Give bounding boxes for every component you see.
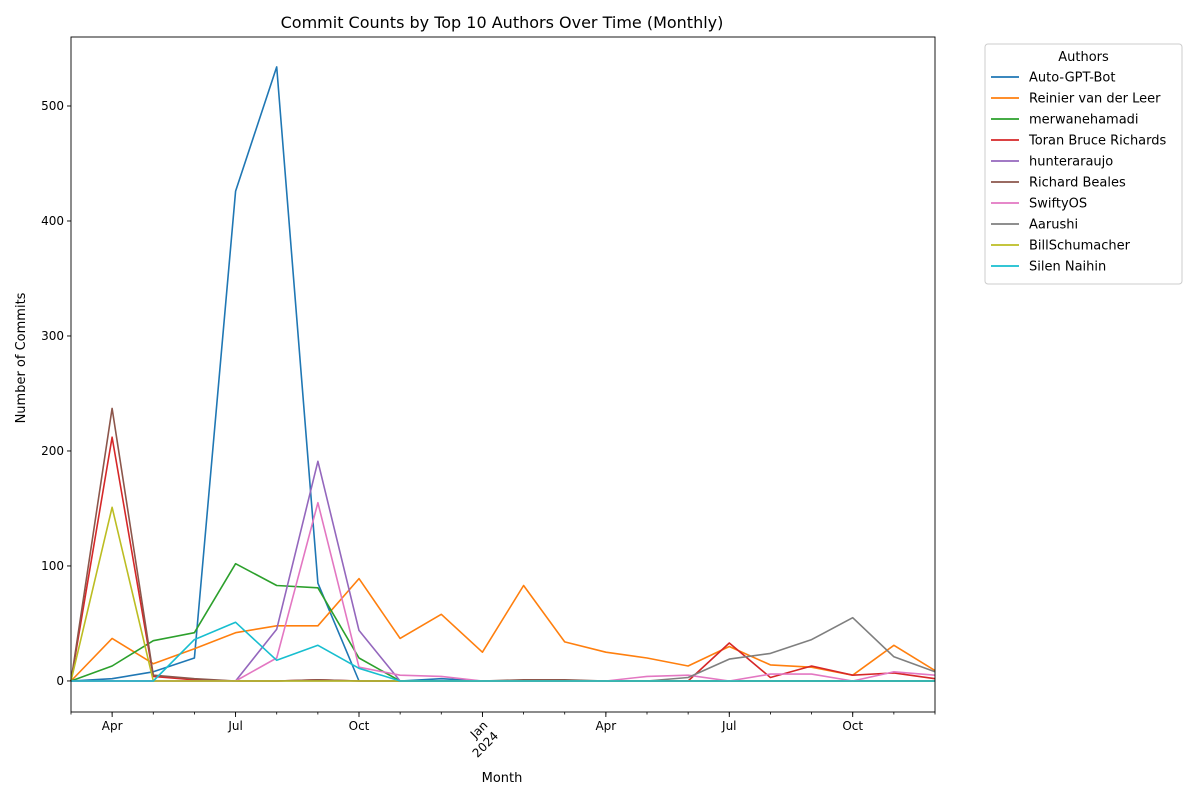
y-tick-label: 200 — [41, 444, 64, 458]
legend-label-1: Auto-GPT-Bot — [1029, 71, 1115, 86]
x-tick-label: Oct — [349, 719, 370, 733]
x-tick-label: Jul — [721, 719, 736, 733]
y-tick-label: 300 — [41, 329, 64, 343]
legend-label-5: hunteraraujo — [1029, 155, 1113, 170]
x-tick-label: Jul — [227, 719, 242, 733]
series-line-5 — [71, 460, 935, 682]
legend-label-10: Silen Naihin — [1029, 260, 1106, 275]
x-tick-label: Apr — [102, 719, 123, 733]
legend-label-9: BillSchumacher — [1029, 239, 1131, 254]
y-tick-label: 100 — [41, 559, 64, 573]
series-line-6 — [70, 407, 935, 682]
y-tick-label: 400 — [41, 214, 64, 228]
series-line-8 — [71, 616, 936, 682]
legend-label-3: merwanehamadi — [1029, 113, 1139, 128]
series-line-4 — [70, 436, 936, 682]
legend-title: Authors — [1058, 50, 1109, 65]
legend-label-4: Toran Bruce Richards — [1028, 134, 1167, 149]
legend-label-6: Richard Beales — [1029, 176, 1126, 191]
series-line-2 — [70, 577, 936, 682]
legend-label-7: SwiftyOS — [1029, 197, 1087, 212]
legend: Authors Auto-GPT-Bot Reinier van der Leer m… — [984, 43, 1183, 285]
x-axis-label: Month — [482, 771, 523, 786]
y-axis-label: Number of Commits — [14, 292, 29, 423]
x-tick-label: Oct — [842, 719, 863, 733]
y-tick-label: 500 — [41, 99, 64, 113]
series-line-10 — [71, 621, 935, 682]
legend-box — [984, 43, 1183, 285]
series-line-1 — [70, 66, 935, 682]
legend-label-8: Aarushi — [1029, 218, 1078, 233]
legend-label-2: Reinier van der Leer — [1029, 92, 1161, 107]
x-tick-label: Apr — [595, 719, 616, 733]
plot-frame — [70, 36, 936, 713]
y-tick-label: 0 — [56, 674, 64, 688]
chart-title: Commit Counts by Top 10 Authors Over Tim… — [281, 13, 724, 32]
